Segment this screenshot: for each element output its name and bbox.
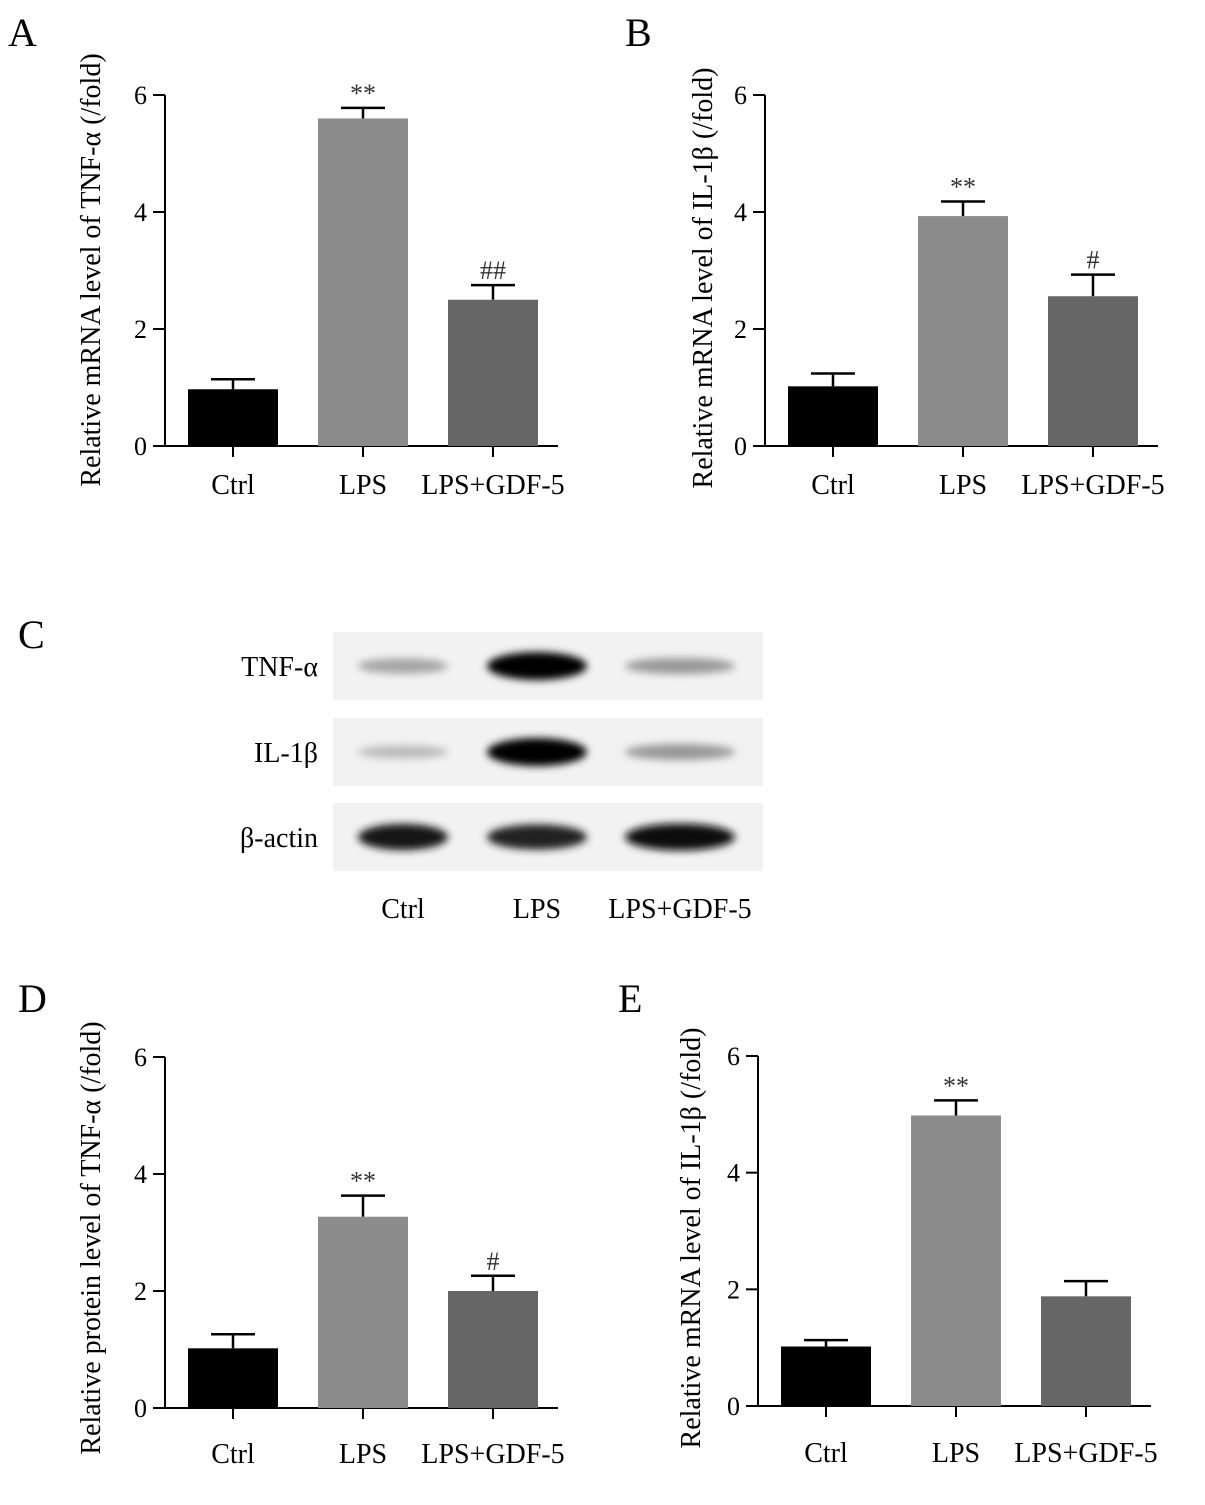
blot-band — [487, 652, 587, 680]
significance-label: ** — [350, 1167, 376, 1196]
y-tick-label: 2 — [134, 1277, 147, 1306]
category-label: Ctrl — [211, 470, 255, 501]
category-label: Ctrl — [804, 1438, 848, 1469]
significance-label: ** — [350, 79, 376, 108]
y-tick-label: 2 — [134, 315, 147, 344]
y-tick-label: 0 — [734, 432, 747, 461]
blot-band — [625, 657, 735, 675]
panel-d: D 0 2 4 6 Relative protein level of TNF-α (/… — [18, 976, 565, 1470]
category-label: LPS — [939, 470, 987, 501]
panel-a: A 0 2 4 6 Relative mRNA level of TNF-α (/fol… — [8, 10, 565, 501]
bar — [448, 299, 538, 446]
category-label: LPS+GDF-5 — [421, 1439, 564, 1470]
y-axis-label: Relative mRNA level of IL-1β (/fold) — [676, 1028, 707, 1449]
panel-d-letter: D — [18, 976, 47, 1021]
panel-c: C TNF-α IL-1β β-actin Ctrl LPS LPS+GDF-5 — [18, 612, 763, 925]
blot-band — [358, 745, 448, 759]
blot-band — [625, 743, 735, 761]
bar — [318, 1216, 408, 1408]
y-tick-label: 0 — [134, 1394, 147, 1423]
category-label: LPS+GDF-5 — [421, 470, 564, 501]
y-axis-label: Relative mRNA level of IL-1β (/fold) — [688, 68, 719, 489]
bar — [788, 386, 878, 446]
significance-label: ** — [950, 172, 976, 201]
category-label: LPS — [339, 470, 387, 501]
y-tick-label: 6 — [727, 1042, 740, 1071]
blot-lane-label: LPS — [513, 894, 561, 925]
blot-lane-label: LPS+GDF-5 — [608, 894, 751, 925]
significance-label: # — [1087, 246, 1100, 275]
blot-row-label: β-actin — [240, 823, 318, 854]
blot-row-label: IL-1β — [254, 738, 318, 769]
blot-row-label: TNF-α — [241, 652, 318, 683]
y-tick-label: 0 — [727, 1392, 740, 1421]
category-label: LPS — [339, 1439, 387, 1470]
significance-label: ** — [943, 1071, 969, 1100]
y-tick-label: 2 — [727, 1275, 740, 1304]
significance-label: ## — [480, 256, 506, 285]
y-tick-label: 6 — [734, 81, 747, 110]
bar — [188, 1348, 278, 1408]
chart-a: 0 2 4 6 Relative mRNA level of TNF-α (/fold)… — [76, 53, 565, 501]
bar — [188, 389, 278, 446]
category-label: LPS+GDF-5 — [1021, 470, 1164, 501]
bar — [1048, 296, 1138, 446]
blot-band — [358, 823, 448, 851]
y-tick-label: 2 — [734, 315, 747, 344]
blot-band — [487, 824, 587, 850]
bar — [448, 1291, 538, 1408]
bar — [918, 216, 1008, 446]
y-tick-label: 0 — [134, 432, 147, 461]
chart-d: 0 2 4 6 Relative protein level of TNF-α (/fo… — [76, 1021, 565, 1470]
category-label: LPS+GDF-5 — [1014, 1438, 1157, 1469]
panel-a-letter: A — [8, 10, 37, 55]
panel-e-letter: E — [618, 976, 642, 1021]
y-tick-label: 4 — [134, 198, 147, 227]
panel-b: B 0 2 4 6 Relative mRNA level of IL-1β (/fol… — [625, 10, 1165, 501]
significance-label: # — [487, 1247, 500, 1276]
chart-e: 0 2 4 6 Relative mRNA level of IL-1β (/fold)… — [676, 1028, 1158, 1469]
y-tick-label: 6 — [134, 81, 147, 110]
panel-c-letter: C — [18, 612, 45, 657]
chart-b: 0 2 4 6 Relative mRNA level of IL-1β (/fold)… — [688, 68, 1165, 501]
category-label: LPS — [932, 1438, 980, 1469]
bar — [318, 118, 408, 447]
y-tick-label: 4 — [727, 1159, 740, 1188]
category-label: Ctrl — [211, 1439, 255, 1470]
blot-band — [625, 823, 735, 851]
y-axis-label: Relative protein level of TNF-α (/fold) — [76, 1021, 107, 1454]
blot-lane-label: Ctrl — [381, 894, 425, 925]
y-tick-label: 6 — [134, 1043, 147, 1072]
panel-b-letter: B — [625, 10, 652, 55]
y-tick-label: 4 — [734, 198, 747, 227]
blot-band — [487, 738, 587, 766]
y-tick-label: 4 — [134, 1160, 147, 1189]
panel-e: E 0 2 4 6 Relative mRNA level of IL-1β (/fol… — [618, 976, 1158, 1469]
bar — [1041, 1296, 1131, 1406]
bar — [911, 1115, 1001, 1406]
y-axis-label: Relative mRNA level of TNF-α (/fold) — [76, 53, 107, 486]
category-label: Ctrl — [811, 470, 855, 501]
western-blot: TNF-α IL-1β β-actin Ctrl LPS LPS+GDF-5 — [240, 632, 763, 925]
blot-band — [358, 658, 448, 674]
bar — [781, 1346, 871, 1406]
